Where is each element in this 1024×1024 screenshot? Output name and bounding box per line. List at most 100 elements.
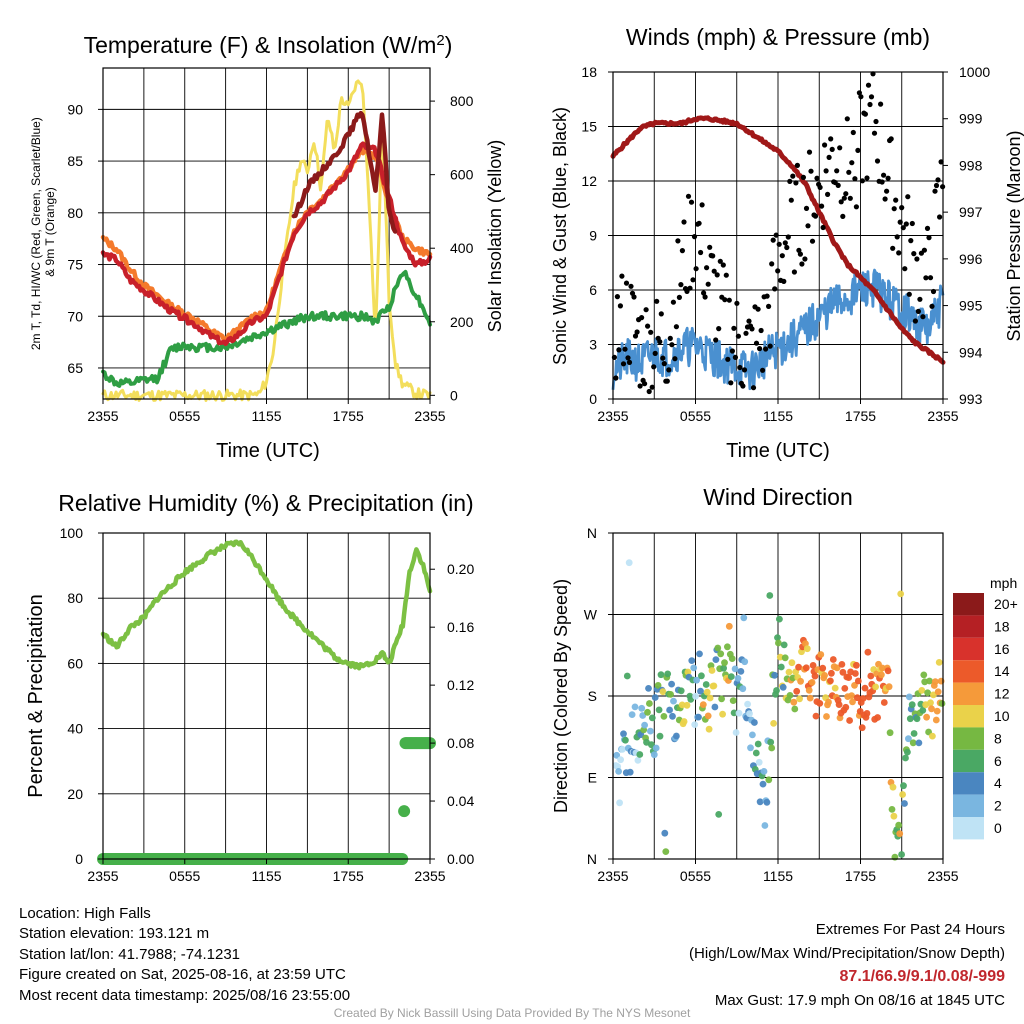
colorbar-label: 18 (994, 618, 1010, 634)
pressure-ytick-label: 998 (959, 157, 983, 173)
direction-point (617, 756, 624, 764)
direction-point (667, 691, 674, 698)
gust-point (731, 325, 737, 331)
colorbar-swatch (953, 615, 984, 638)
direction-point (654, 682, 662, 689)
pressure-ytick-label: 993 (959, 391, 983, 407)
gust-point (800, 174, 807, 180)
direction-point (823, 713, 830, 720)
temperature-plot-area (100, 79, 433, 402)
gust-point (927, 275, 934, 281)
direction-point (908, 701, 916, 709)
direction-title: Wind Direction (703, 484, 853, 510)
gust-point (806, 149, 813, 155)
gust-point (672, 356, 678, 362)
direction-point (613, 751, 621, 759)
direction-point (669, 712, 676, 720)
direction-point (717, 650, 725, 658)
gust-point (657, 339, 663, 345)
direction-point (878, 671, 885, 679)
credit-text: Created By Nick Bassill Using Data Provi… (333, 1006, 691, 1020)
gust-point (646, 388, 652, 395)
winds-ytick-label: 3 (589, 337, 597, 353)
colorbar-label: 6 (994, 753, 1002, 769)
direction-point (879, 664, 886, 672)
pressure-ytick-label: 996 (959, 251, 983, 267)
gust-point (858, 94, 864, 100)
gust-point (776, 241, 782, 247)
direction-point (622, 736, 629, 744)
direction-point (867, 672, 875, 680)
direction-point (776, 615, 783, 623)
gust-point (802, 256, 808, 262)
direction-point (896, 830, 904, 838)
gust-point (758, 327, 764, 334)
direction-point (859, 695, 867, 702)
direction-point (821, 672, 828, 679)
gust-point (862, 111, 869, 117)
gust-point (688, 199, 695, 205)
gust-point (685, 193, 692, 199)
gust-point (667, 335, 673, 341)
gust-point (767, 343, 773, 349)
direction-point (774, 634, 781, 641)
direction-point (838, 661, 846, 668)
gust-point (825, 191, 831, 197)
colorbar-label: 12 (994, 686, 1010, 702)
gust-point (932, 188, 938, 194)
colorbar-label: 2 (994, 798, 1002, 814)
direction-point (720, 664, 727, 672)
direction-point (835, 701, 843, 708)
gust-point (728, 380, 734, 386)
direction-xtick-label: 0555 (680, 868, 711, 884)
direction-point (650, 751, 658, 759)
gust-point (917, 296, 923, 302)
gust-point (782, 240, 788, 246)
direction-point (932, 716, 940, 724)
direction-point (714, 644, 722, 652)
direction-point (756, 798, 764, 806)
temperature-ytick-label: 70 (67, 308, 83, 324)
colorbar-swatch (953, 727, 984, 750)
direction-point (777, 663, 785, 671)
direction-point (623, 672, 631, 680)
winds-ytick-label: 15 (581, 119, 597, 135)
gust-point (906, 291, 912, 297)
direction-point (852, 670, 859, 677)
pressure-line (610, 115, 946, 365)
gust-point (868, 94, 875, 100)
gust-point (819, 203, 825, 209)
direction-point (890, 812, 898, 820)
gust-point (614, 294, 621, 300)
rh-line (100, 539, 433, 671)
direction-point (779, 683, 787, 691)
direction-point (930, 691, 937, 699)
winds-ylabel: Sonic Wind & Gust (Blue, Black) (550, 107, 570, 365)
direction-ytick-label: N (587, 851, 597, 867)
winds-xtick-label: 1155 (763, 408, 793, 424)
gust-point (914, 256, 920, 262)
direction-point (919, 707, 927, 714)
gust-point (696, 220, 702, 226)
direction-point (693, 676, 700, 684)
gust-point (651, 364, 657, 370)
winds-ticks: 2355 0555 1155 1755 235503691215189939949959… (581, 64, 990, 424)
direction-point (754, 740, 762, 748)
direction-point (687, 696, 695, 703)
gust-point (705, 281, 711, 287)
gust-point (714, 272, 720, 278)
gust-point (787, 178, 793, 184)
humidity-title: Relative Humidity (%) & Precipitation (i… (58, 490, 473, 516)
gust-point (814, 175, 820, 181)
humidity-ytick-label: 40 (67, 721, 83, 737)
gust-point (625, 355, 631, 361)
temperature-title: Temperature (F) & Insolation (W/m2) (84, 32, 453, 58)
gust-point (891, 206, 897, 212)
gust-point (894, 234, 900, 240)
temperature-ytick-label: 90 (67, 101, 83, 117)
station-info: Location: High Falls Station elevation: … (19, 904, 350, 1006)
direction-point (858, 724, 866, 732)
gust-point (654, 298, 660, 304)
